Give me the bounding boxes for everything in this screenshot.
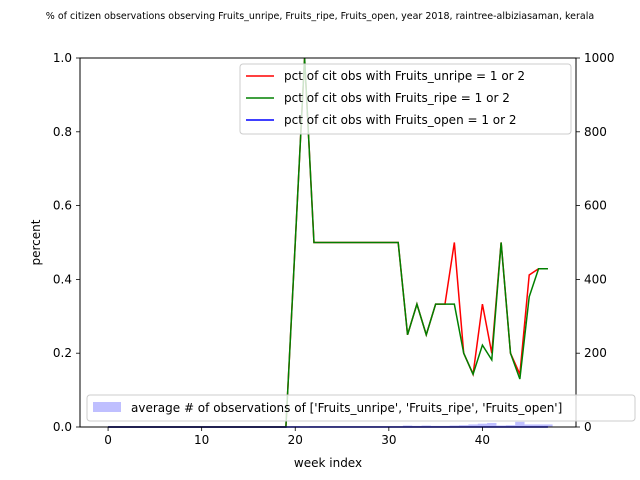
y2-tick-label: 1000 xyxy=(584,51,615,65)
y2-axis: 0 200 400 600 800 1000 xyxy=(576,51,615,434)
y-tick-label: 0.6 xyxy=(53,199,72,213)
y-axis: 0.0 0.2 0.4 0.6 0.8 1.0 xyxy=(53,51,80,434)
y-tick-label: 0.0 xyxy=(53,420,72,434)
y2-tick-label: 200 xyxy=(584,346,607,360)
x-tick-label: 0 xyxy=(104,433,112,447)
legend-frame xyxy=(239,63,572,135)
chart-title: % of citizen observations observing Frui… xyxy=(46,11,594,22)
x-tick-label: 30 xyxy=(381,433,396,447)
bar xyxy=(533,424,544,427)
legend-top: pct of cit obs with Fruits_unripe = 1 or… xyxy=(239,63,572,135)
y-tick-label: 0.2 xyxy=(53,346,72,360)
bar xyxy=(487,422,497,427)
legend-label: average # of observations of ['Fruits_un… xyxy=(131,401,562,415)
y2-tick-label: 600 xyxy=(584,199,607,213)
bar xyxy=(477,423,488,427)
y-axis-label: percent xyxy=(29,219,43,265)
x-axis: 0 10 20 30 40 xyxy=(104,427,490,447)
bar-series xyxy=(281,421,553,427)
x-tick-label: 10 xyxy=(194,433,209,447)
bar xyxy=(459,425,469,427)
plot-area xyxy=(79,57,577,428)
bar xyxy=(515,421,525,427)
legend-label: pct of cit obs with Fruits_unripe = 1 or… xyxy=(284,69,525,83)
legend-bottom: average # of observations of ['Fruits_un… xyxy=(86,394,636,422)
legend-label: pct of cit obs with Fruits_ripe = 1 or 2 xyxy=(284,91,510,105)
x-tick-label: 20 xyxy=(288,433,303,447)
y2-tick-label: 800 xyxy=(584,125,607,139)
bar xyxy=(468,424,478,427)
x-axis-label: week index xyxy=(294,456,362,470)
y-tick-label: 1.0 xyxy=(53,51,72,65)
x-tick-label: 40 xyxy=(475,433,490,447)
bar xyxy=(543,424,553,427)
y2-tick-label: 0 xyxy=(584,420,592,434)
legend-frame xyxy=(86,394,636,422)
bar xyxy=(505,425,516,427)
legend-swatch xyxy=(93,402,121,412)
y2-tick-label: 400 xyxy=(584,272,607,286)
bar xyxy=(524,424,534,427)
y-tick-label: 0.8 xyxy=(53,125,72,139)
legend-label: pct of cit obs with Fruits_open = 1 or 2 xyxy=(284,113,517,127)
y-tick-label: 0.4 xyxy=(53,272,72,286)
